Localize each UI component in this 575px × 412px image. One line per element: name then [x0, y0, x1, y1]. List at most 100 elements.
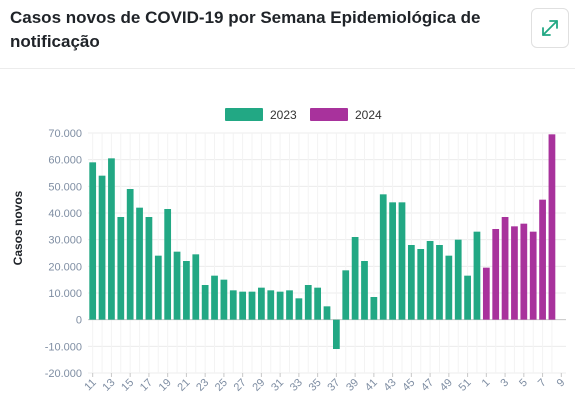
bar-2023-week-32[interactable]: [286, 290, 293, 320]
legend-label-2024[interactable]: 2024: [355, 108, 382, 122]
x-tick-label: 31: [269, 377, 286, 394]
bar-2023-week-41[interactable]: [370, 297, 378, 320]
bar-2023-week-35[interactable]: [314, 287, 322, 320]
bar-2023-week-27[interactable]: [239, 291, 247, 320]
bar-2023-week-40[interactable]: [361, 261, 368, 320]
expand-button[interactable]: [531, 8, 569, 48]
x-tick-label: 9: [555, 377, 568, 390]
x-tick-label: 23: [194, 377, 211, 394]
bar-2023-week-49[interactable]: [445, 255, 453, 320]
x-tick-label: 47: [419, 377, 436, 394]
y-tick-label: 10.000: [48, 288, 82, 300]
chart-area: 2023 2024 -20.000 -10.000 0 10.000 20.000 30.0…: [0, 98, 575, 407]
x-tick-label: 45: [400, 377, 417, 394]
x-tick-label: 15: [119, 377, 136, 394]
x-tick-label: 33: [288, 377, 305, 394]
bar-2023-week-12[interactable]: [98, 175, 106, 320]
x-tick-label: 13: [100, 377, 117, 394]
bar-2024-week-7[interactable]: [539, 199, 546, 320]
bar-2024-week-8[interactable]: [548, 134, 556, 320]
bar-2023-week-31[interactable]: [276, 291, 284, 320]
bar-2023-week-34[interactable]: [304, 285, 312, 320]
y-tick-label: -20.000: [45, 368, 82, 380]
x-axis: 11 13 15 17 19 21 23 25 27 29 31 33 35 37 39 41 43 45 47 49…: [82, 373, 567, 394]
bar-2023-week-48[interactable]: [436, 245, 443, 320]
bar-2023-week-43[interactable]: [389, 202, 396, 320]
y-tick-label: 20.000: [48, 261, 82, 273]
bar-2023-week-47[interactable]: [426, 241, 434, 320]
bar-2023-week-51[interactable]: [464, 275, 471, 320]
bar-2023-week-50[interactable]: [454, 239, 462, 320]
bar-2023-week-19[interactable]: [164, 209, 172, 320]
x-tick-label: 1: [480, 377, 493, 390]
y-tick-label: 60.000: [48, 155, 82, 167]
bar-2023-week-42[interactable]: [379, 194, 387, 320]
bar-2023-week-46[interactable]: [417, 249, 425, 320]
bar-2023-week-11[interactable]: [89, 162, 97, 320]
x-tick-label: 35: [307, 377, 324, 394]
bar-2023-week-14[interactable]: [117, 217, 125, 320]
card-header: Casos novos de COVID-19 por Semana Epide…: [0, 0, 575, 69]
x-tick-label: 7: [536, 377, 549, 390]
legend-swatch-2024[interactable]: [310, 108, 348, 121]
x-tick-label: 27: [232, 377, 249, 394]
x-tick-label: 51: [457, 377, 474, 394]
y-axis-label: Casos novos: [11, 190, 25, 265]
bar-chart: 2023 2024 -20.000 -10.000 0 10.000 20.000 30.0…: [11, 108, 567, 394]
bar-2023-week-15[interactable]: [126, 189, 134, 320]
x-tick-label: 19: [157, 377, 174, 394]
bar-2023-week-26[interactable]: [229, 290, 237, 320]
y-tick-label: 0: [76, 315, 82, 327]
x-tick-label: 3: [498, 377, 511, 390]
x-tick-label: 37: [325, 377, 342, 394]
x-tick-label: 43: [382, 377, 399, 394]
y-tick-label: 70.000: [48, 128, 82, 140]
y-tick-label: -10.000: [45, 341, 82, 353]
legend-swatch-2023[interactable]: [225, 108, 263, 121]
x-tick-label: 41: [363, 377, 380, 394]
bar-2023-week-22[interactable]: [192, 254, 200, 320]
bar-2023-week-44[interactable]: [398, 202, 406, 320]
bar-2024-week-5[interactable]: [520, 223, 528, 320]
bar-2023-week-30[interactable]: [267, 290, 275, 320]
bar-2023-week-13[interactable]: [108, 158, 115, 320]
bar-2024-week-6[interactable]: [529, 231, 537, 320]
bar-2023-week-21[interactable]: [183, 261, 190, 320]
bar-2023-week-52[interactable]: [473, 231, 481, 320]
x-tick-label: 5: [517, 377, 530, 390]
y-axis: -20.000 -10.000 0 10.000 20.000 30.000 40.000 5…: [45, 128, 82, 380]
bar-2023-week-17[interactable]: [145, 217, 153, 320]
y-tick-label: 30.000: [48, 235, 82, 247]
bar-2023-week-28[interactable]: [248, 291, 256, 320]
bar-2023-week-38[interactable]: [342, 270, 350, 320]
bar-2024-week-4[interactable]: [511, 226, 518, 320]
bar-2023-week-33[interactable]: [295, 298, 303, 320]
x-tick-label: 11: [82, 377, 99, 394]
bar-2023-week-24[interactable]: [211, 275, 218, 320]
bar-2024-week-2[interactable]: [492, 229, 500, 320]
chart-title: Casos novos de COVID-19 por Semana Epide…: [10, 8, 481, 51]
bar-2023-week-20[interactable]: [173, 251, 181, 320]
bar-2023-week-16[interactable]: [136, 207, 143, 320]
bar-2024-week-3[interactable]: [501, 217, 509, 320]
bar-2023-week-18[interactable]: [154, 255, 162, 320]
legend: 2023 2024: [225, 108, 382, 122]
x-tick-label: 21: [175, 377, 192, 394]
bar-2023-week-23[interactable]: [201, 285, 209, 320]
y-tick-label: 50.000: [48, 181, 82, 193]
expand-arrows-icon: [542, 20, 558, 36]
bar-2023-week-37[interactable]: [332, 319, 340, 349]
x-tick-label: 49: [438, 377, 455, 394]
legend-label-2023[interactable]: 2023: [270, 108, 297, 122]
x-tick-label: 17: [138, 377, 155, 394]
bar-2023-week-25[interactable]: [220, 279, 228, 320]
bar-2023-week-39[interactable]: [351, 237, 359, 320]
bar-2023-week-29[interactable]: [258, 287, 265, 320]
bars: [89, 134, 556, 349]
x-tick-label: 29: [250, 377, 267, 394]
bar-2023-week-36[interactable]: [323, 306, 331, 320]
bar-2024-week-1[interactable]: [482, 267, 490, 320]
bar-2023-week-45[interactable]: [407, 245, 415, 320]
x-tick-label: 25: [213, 377, 230, 394]
